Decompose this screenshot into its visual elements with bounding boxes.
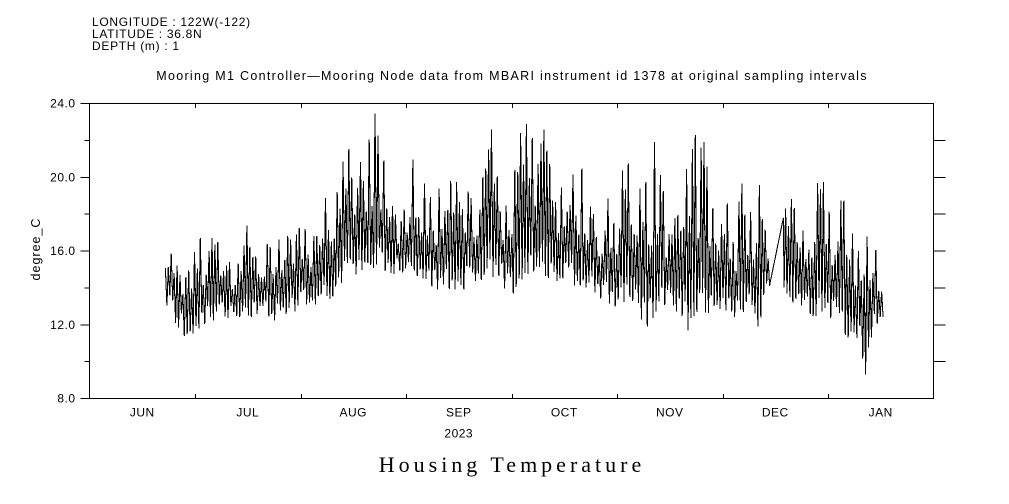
x-month-label: JUL — [236, 406, 259, 420]
y-axis-title: degree_C — [29, 218, 43, 281]
x-month-label: NOV — [656, 406, 684, 420]
x-month-label: OCT — [551, 406, 578, 420]
y-tick-label: 12.0 — [50, 318, 75, 332]
x-month-label: JUN — [130, 406, 155, 420]
longitude-label: LONGITUDE : 122W(-122) — [92, 14, 251, 29]
x-month-label: JAN — [869, 406, 893, 420]
y-tick-label: 16.0 — [50, 244, 75, 258]
y-tick-label: 20.0 — [50, 170, 75, 184]
figure-title: Housing Temperature — [378, 452, 646, 477]
depth-label: DEPTH (m) : 1 — [92, 39, 180, 54]
x-month-label: DEC — [762, 406, 789, 420]
x-month-label: AUG — [339, 406, 367, 420]
y-tick-label: 24.0 — [50, 97, 75, 111]
x-month-label: SEP — [446, 406, 472, 420]
y-tick-label: 8.0 — [57, 392, 75, 406]
temperature-series — [164, 113, 884, 375]
x-year-label: 2023 — [444, 427, 473, 441]
plot-title: Mooring M1 Controller—Mooring Node data … — [156, 68, 868, 83]
latitude-label: LATITUDE : 36.8N — [92, 26, 203, 41]
metadata-block: LONGITUDE : 122W(-122) LATITUDE : 36.8N … — [92, 14, 251, 54]
